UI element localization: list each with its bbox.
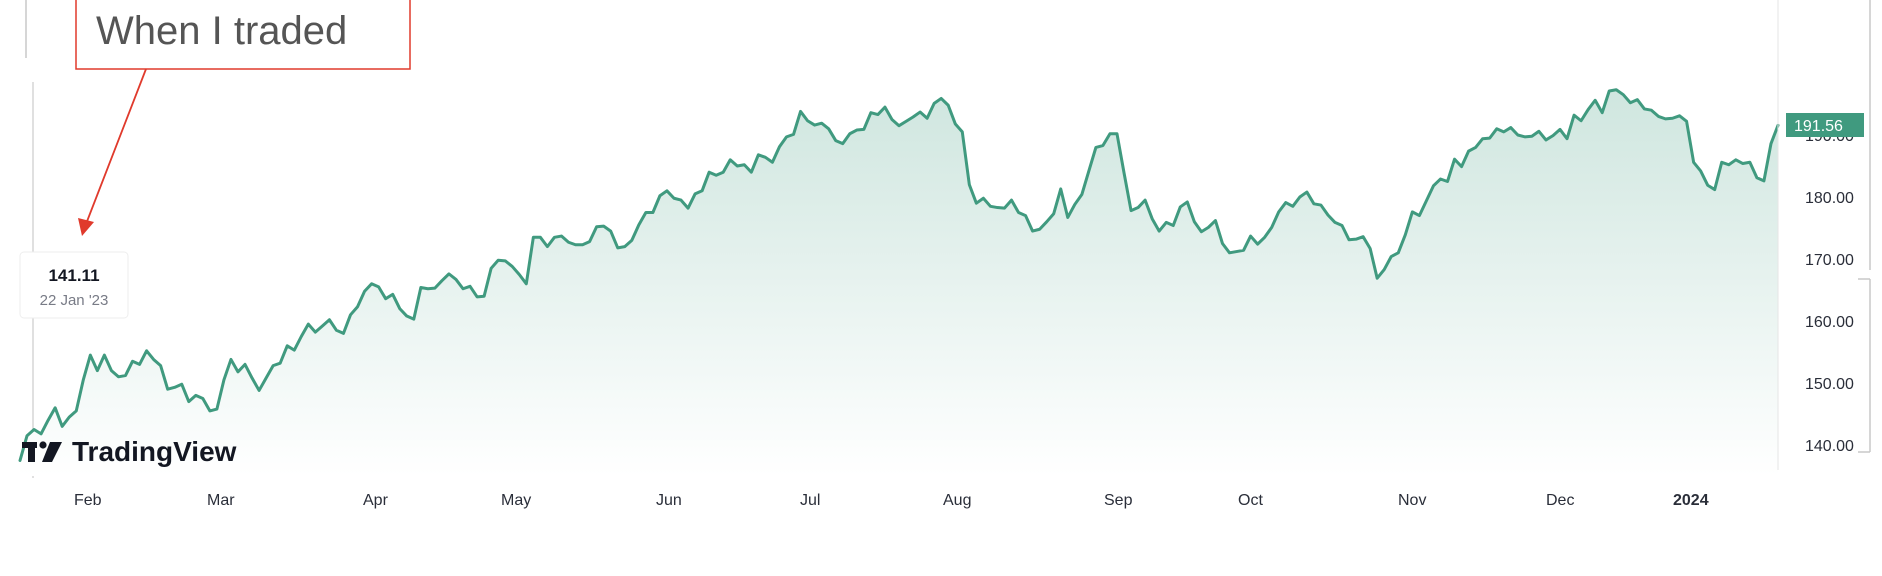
tradingview-logo[interactable]: TradingView (22, 436, 237, 467)
x-tick-label: Feb (74, 492, 102, 509)
x-tick-label: Aug (943, 492, 971, 509)
y-tick-label: 160.00 (1805, 314, 1854, 331)
y-axis[interactable]: 140.00 150.00 160.00 170.00 180.00 190.0… (1777, 0, 1871, 470)
last-price-label: 191.56 (1786, 113, 1864, 137)
x-tick-label: Sep (1104, 492, 1133, 509)
y-tick-label: 140.00 (1805, 438, 1854, 455)
y-tick-label: 170.00 (1805, 252, 1854, 269)
crosshair-tooltip: 141.11 22 Jan '23 (19, 251, 129, 319)
x-tick-label: May (501, 492, 531, 509)
annotation: When I traded (75, 0, 411, 236)
annotation-text: When I traded (96, 9, 347, 53)
x-axis[interactable]: Feb Mar Apr May Jun Jul Aug Sep Oct Nov … (74, 492, 1709, 509)
y-tick-label: 180.00 (1805, 190, 1854, 207)
annotation-box (75, 0, 411, 70)
x-tick-label: Jun (656, 492, 682, 509)
tooltip-date: 22 Jan '23 (40, 292, 109, 309)
last-price-value: 191.56 (1794, 118, 1843, 135)
last-price-label-bg (1786, 113, 1864, 137)
tradingview-logo-text: TradingView (72, 436, 237, 467)
x-tick-label: Dec (1546, 492, 1574, 509)
x-tick-label: 2024 (1673, 492, 1709, 509)
x-tick-label: Jul (800, 492, 820, 509)
x-tick-label: Apr (363, 492, 389, 509)
tooltip-value: 141.11 (48, 266, 99, 285)
x-tick-label: Nov (1398, 492, 1426, 509)
x-tick-label: Mar (207, 492, 235, 509)
x-tick-label: Oct (1238, 492, 1263, 509)
y-tick-label: 150.00 (1805, 376, 1854, 393)
annotation-arrow-head (78, 218, 94, 236)
annotation-arrow-line (85, 68, 147, 225)
tooltip-box (19, 251, 129, 319)
price-area (20, 89, 1778, 477)
tradingview-logo-icon (22, 441, 62, 462)
price-line[interactable] (18, 88, 1780, 462)
